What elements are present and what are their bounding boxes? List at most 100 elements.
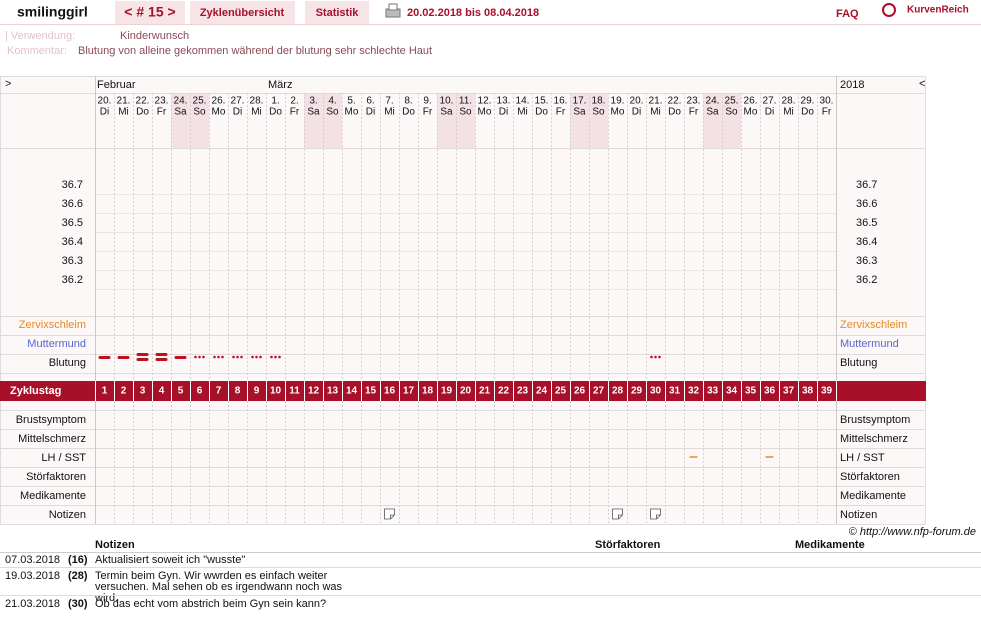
bleeding-dot	[236, 355, 239, 359]
note-text: Termin beim Gyn. Wir wwrden es einfach w…	[95, 570, 343, 604]
day-date: 16.	[554, 96, 568, 107]
bleeding-dot	[251, 355, 254, 359]
day-weekday: Fr	[822, 107, 832, 118]
day-weekday: So	[592, 107, 605, 118]
bleeding-dot	[259, 355, 262, 359]
day-weekday: Mo	[611, 107, 625, 118]
month-label: Februar	[97, 79, 136, 91]
cycle-day: 10	[270, 386, 282, 397]
day-weekday: Do	[535, 107, 548, 118]
day-date: 5.	[347, 96, 355, 107]
tab[interactable]: Zyklenübersicht	[200, 7, 285, 19]
cycle-day: 21	[479, 386, 491, 397]
row-label: Medikamente	[840, 490, 906, 502]
cycle-day: 29	[631, 386, 643, 397]
bleeding-mark	[98, 356, 111, 359]
day-weekday: Mi	[650, 107, 661, 118]
cycle-day: 39	[821, 386, 833, 397]
note-day: (28)	[68, 570, 88, 582]
row-label: Notizen	[840, 509, 877, 521]
weekend-shade	[589, 93, 608, 148]
usage: Kinderwunsch	[120, 30, 189, 42]
bleeding-dot	[221, 355, 224, 359]
note-date: 21.03.2018	[5, 598, 61, 610]
row-label: LH / SST	[41, 452, 86, 464]
cycle-nav[interactable]: < # 15 >	[124, 4, 175, 20]
cycle-day: 24	[536, 386, 548, 397]
cycle-day: 4	[159, 386, 165, 397]
tab-bg	[305, 1, 369, 24]
row-label: Muttermund	[840, 338, 899, 350]
day-weekday: Mo	[478, 107, 492, 118]
y-tick-label: 36.5	[856, 217, 877, 229]
day-weekday: Do	[269, 107, 282, 118]
bleeding-dot	[232, 355, 235, 359]
day-weekday: Sa	[440, 107, 453, 118]
faq-link[interactable]: FAQ	[836, 8, 859, 20]
day-weekday: Sa	[307, 107, 320, 118]
logo[interactable]: KurvenReich	[907, 5, 969, 16]
rule	[0, 567, 981, 568]
cycle-day: 26	[574, 386, 586, 397]
cycle-day: 38	[802, 386, 814, 397]
tab[interactable]: Statistik	[316, 7, 360, 19]
nav-next[interactable]: <	[919, 78, 925, 90]
note-text: Aktualisiert soweit ich "wusste"	[95, 554, 246, 566]
weekend-shade	[323, 93, 342, 148]
day-date: 27.	[231, 96, 245, 107]
month-label: März	[268, 79, 292, 91]
grid-frame	[0, 76, 926, 525]
day-weekday: Mi	[384, 107, 395, 118]
cycle-day: 34	[726, 386, 738, 397]
day-date: 20.	[98, 96, 112, 107]
day-weekday: Sa	[174, 107, 187, 118]
cycle-day: 36	[764, 386, 776, 397]
day-date: 10.	[440, 96, 454, 107]
cycle-day: 12	[308, 386, 320, 397]
cycle-day: 25	[555, 386, 567, 397]
day-date: 15.	[535, 96, 549, 107]
bleeding-mark	[270, 355, 281, 359]
printer-icon[interactable]	[385, 3, 401, 18]
day-weekday: Do	[668, 107, 681, 118]
y-tick-label: 36.5	[62, 217, 83, 229]
cycle-day: 8	[235, 386, 241, 397]
day-date: 1.	[271, 96, 279, 107]
bleeding-dot	[198, 355, 201, 359]
weekend-shade	[190, 93, 209, 148]
note-icon	[612, 508, 623, 520]
day-weekday: So	[459, 107, 472, 118]
user-name: smilinggirl	[17, 4, 88, 20]
cycle-day: 35	[745, 386, 757, 397]
day-weekday: Di	[100, 107, 109, 118]
y-tick-label: 36.2	[62, 274, 83, 286]
bleeding-mark	[117, 356, 130, 359]
usage-label: | Verwendung:	[5, 30, 75, 42]
weekend-shade	[722, 93, 741, 148]
day-date: 30.	[820, 96, 834, 107]
day-weekday: Mo	[212, 107, 226, 118]
bleeding-dot	[240, 355, 243, 359]
nav-prev[interactable]: >	[5, 78, 11, 90]
bleeding-dot	[650, 355, 653, 359]
bleeding-dash	[117, 356, 130, 359]
bleeding-dot	[654, 355, 657, 359]
row-label: Notizen	[49, 509, 86, 521]
weekend-shade	[304, 93, 323, 148]
day-date: 8.	[404, 96, 412, 107]
weekend-shade	[171, 93, 190, 148]
day-date: 18.	[592, 96, 606, 107]
day-weekday: Di	[233, 107, 242, 118]
cycle-bar	[0, 381, 926, 401]
cycle-day: 30	[650, 386, 662, 397]
day-weekday: Fr	[423, 107, 433, 118]
day-date: 17.	[573, 96, 587, 107]
bleeding-mark	[650, 355, 661, 359]
cycle-day: 1	[102, 386, 108, 397]
bleeding-mark	[155, 353, 168, 361]
cycle-day: 23	[517, 386, 529, 397]
y-tick-label: 36.4	[62, 236, 83, 248]
cycle-day: 19	[441, 386, 453, 397]
cycle-day: 2	[121, 386, 127, 397]
